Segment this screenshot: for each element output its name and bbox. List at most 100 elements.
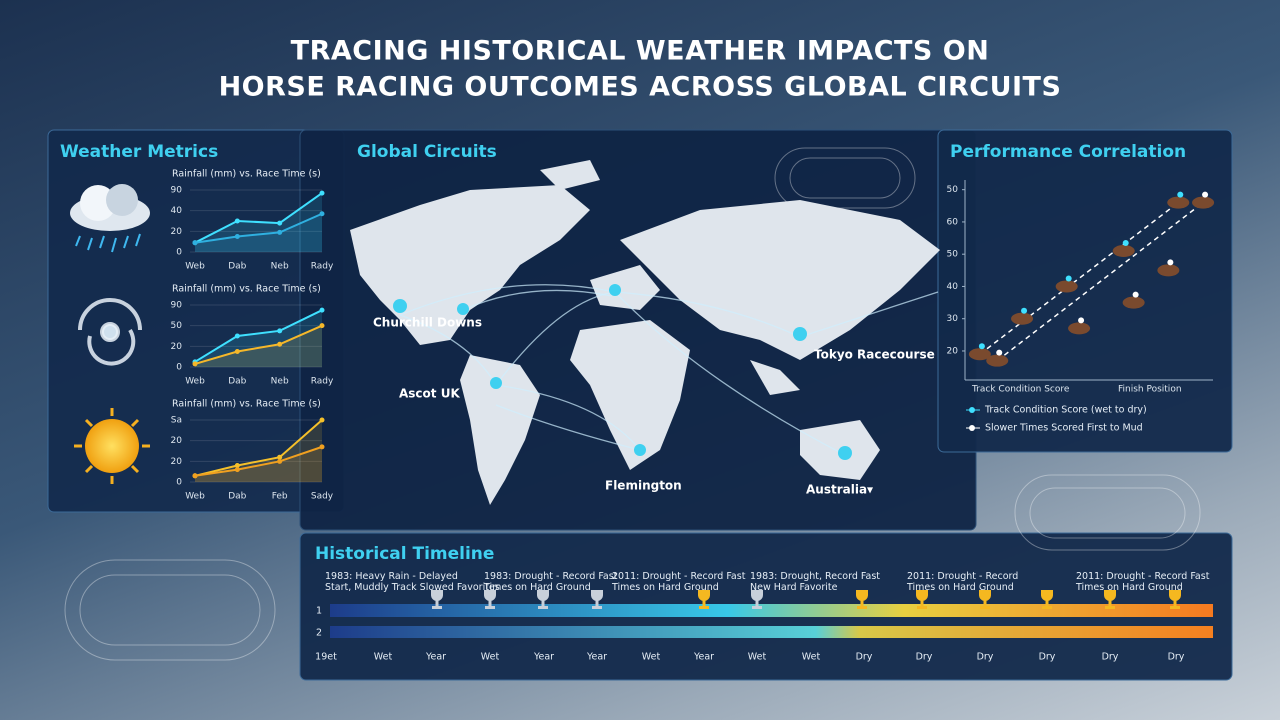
timeline-label: Dry [977,652,994,663]
title: TRACING HISTORICAL WEATHER IMPACTS ON HO… [219,36,1062,103]
horse-marker [1122,296,1145,309]
map-label: Ascot UK [399,387,460,401]
y-tick-label: 60 [947,217,959,227]
performance-panel [937,129,1233,453]
chart-title: Rainfall (mm) vs. Race Time (s) [172,284,321,295]
trophy-icon [751,590,763,609]
event-label: 2011: Drought - Record Fast Times on Hard… [1075,571,1210,593]
jockey [1078,317,1085,324]
panel-title: Performance Correlation [950,142,1186,162]
trophy-icon [979,590,991,609]
jockey [1202,191,1209,198]
x-tick-label: Feb [272,492,288,502]
line [194,192,323,244]
jockey [1021,307,1028,314]
jockey [996,349,1003,356]
y-tick-label: 20 [947,346,959,356]
point [277,341,283,347]
point [277,229,283,235]
point [234,349,240,354]
timeline-label: Year [533,652,554,663]
point [277,458,283,464]
event-label: 1983: Drought, Record Fast New Hard Favor… [750,571,880,593]
y-tick-label: 40 [171,206,183,216]
chart-title: Rainfall (mm) vs. Race Time (s) [172,169,321,180]
trend-line [979,201,1179,355]
row-label: 2 [316,628,322,639]
event-label: 2011: Drought - Record Fast Times on Hard… [611,571,746,593]
y-tick-label: 50 [947,185,959,195]
jockey [978,343,985,350]
event-label: 1983: Drought - Record Fast Times on Hard… [483,571,618,593]
y-tick-label: 30 [947,314,959,324]
x-tick-label: Neb [271,262,289,272]
x-tick-label: Dab [228,377,246,387]
trophy-icon [1041,590,1053,609]
title-line: HORSE RACING OUTCOMES ACROSS GLOBAL CIRC… [219,72,1062,103]
legend-label: Slower Times Scored First to Mud [985,423,1143,434]
y-tick-label: 20 [171,457,183,467]
map-label: Australia▾ [806,483,873,497]
y-tick-label: 90 [171,186,183,196]
y-axis-label: Finish Position [1118,385,1182,395]
point [234,333,240,339]
legend-label: Track Condition Score (wet to dry) [984,405,1147,416]
point [319,444,325,450]
jockey [1065,275,1072,282]
horse-marker [1112,244,1135,257]
point [192,473,198,479]
y-tick-label: 90 [171,301,183,311]
timeline-label: Year [586,652,607,663]
x-tick-label: Rady [311,377,334,387]
x-tick-label: Web [185,262,205,272]
area [195,310,322,367]
line [194,309,323,363]
area [195,325,322,367]
horse-marker [1167,196,1190,209]
rain-icon [70,184,150,253]
area [195,420,322,482]
trophy-icon [537,590,549,609]
point [277,328,283,334]
storm-icon [78,298,142,366]
event-label: 1983: Heavy Rain - Delayed Start, Muddly … [325,571,500,593]
y-tick-label: 40 [947,282,959,292]
jockey [1177,191,1184,198]
map-label: Tokyo Racecourse [814,348,935,362]
area [195,213,322,252]
timeline-label: Year [693,652,714,663]
horse-marker [968,348,991,361]
horse-marker [1068,322,1091,335]
trophy-icon [856,590,868,609]
panel-title: Historical Timeline [315,544,494,564]
point [234,218,240,224]
timeline-bar [330,604,1213,617]
track-decoration [64,147,1201,661]
trophy-icon [484,590,496,609]
trend-line [996,201,1204,362]
x-tick-label: Dab [228,492,246,502]
y-tick-label: 0 [176,363,182,373]
map-label: Flemington [605,479,682,493]
point [277,220,283,226]
point [319,417,325,423]
timeline-label: Wet [374,652,393,663]
point [319,323,325,329]
y-tick-label: 20 [171,342,183,352]
world-map [350,160,940,505]
point [277,454,283,460]
timeline-label: Dry [856,652,873,663]
panel-title: Global Circuits [357,142,497,162]
timeline-label: Wet [481,652,500,663]
jockey [1167,259,1174,266]
x-axis-label: Track Condition Score [971,385,1070,395]
jockey [1132,291,1139,298]
line [194,324,323,365]
x-tick-label: Sady [311,492,334,502]
point [234,462,240,468]
row-label: 1 [316,606,322,617]
x-tick-label: Rady [311,262,334,272]
horse-marker [1011,312,1034,325]
timeline-label: Wet [802,652,821,663]
